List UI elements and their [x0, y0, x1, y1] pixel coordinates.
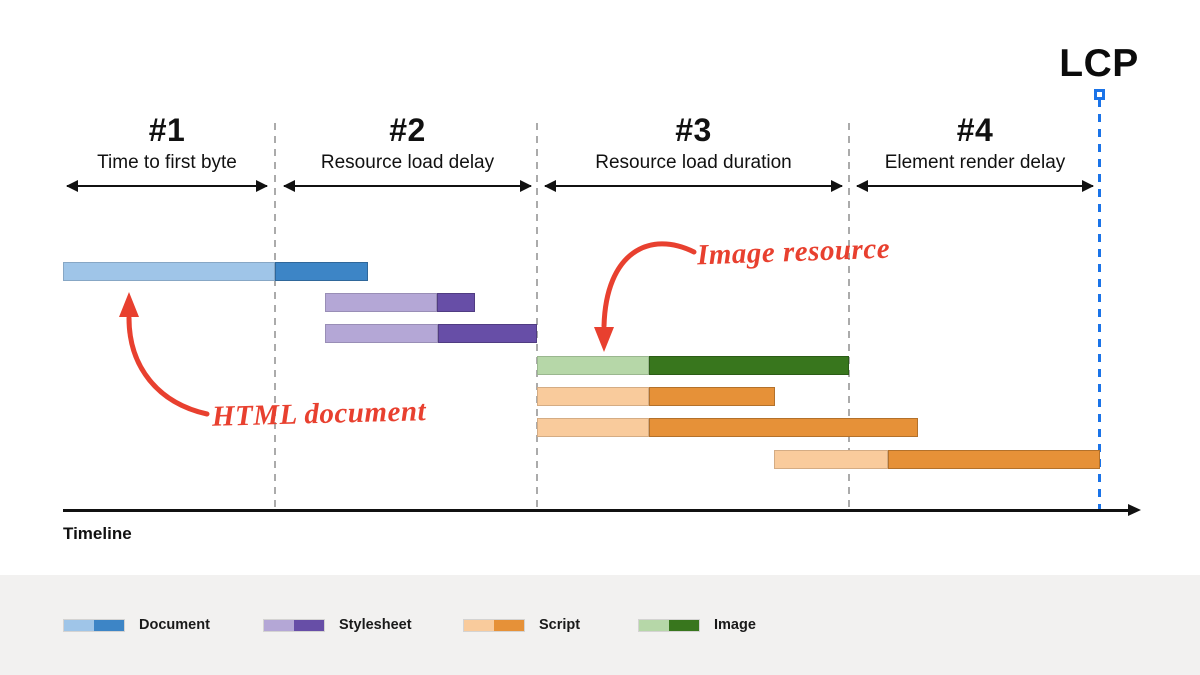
lcp-marker-icon	[1093, 89, 1105, 100]
legend-item-document: Document	[63, 617, 210, 633]
html-document-arrow	[126, 315, 210, 417]
script-bar-light-segment	[537, 418, 649, 437]
script-bar-dark-segment	[649, 387, 775, 406]
timeline-axis	[63, 509, 1130, 512]
stylesheet-bar-dark-segment	[437, 293, 475, 312]
phase-section-2: #2 Resource load delay	[283, 112, 532, 192]
legend-footer-band	[0, 575, 1200, 675]
stylesheet-swatch-light	[264, 619, 294, 631]
phase-label: Resource load delay	[320, 152, 495, 173]
phase-number: #4	[956, 112, 994, 148]
html-document-arrowhead-icon	[119, 292, 139, 317]
image-swatch-light	[639, 619, 669, 631]
image-resource-arrow	[601, 241, 697, 329]
phase-label: Element render delay	[884, 152, 1066, 173]
lcp-title: LCP	[1059, 42, 1139, 85]
document-bar-light-segment	[63, 262, 275, 281]
phase-number: #1	[148, 112, 186, 148]
image-swatch-dark	[669, 619, 699, 631]
phase-extent-arrow-icon	[856, 180, 1094, 192]
image-resource-arrowhead-icon	[594, 327, 614, 352]
image-resource-annotation: Image resource	[696, 232, 891, 272]
phase-section-3: #3 Resource load duration	[544, 112, 843, 192]
timeline-axis-label: Timeline	[63, 524, 132, 543]
script-swatch-dark	[494, 619, 524, 631]
legend-item-image: Image	[638, 617, 756, 633]
lcp-dashed-line	[1097, 99, 1101, 511]
legend-label: Document	[139, 617, 210, 633]
phase-label: Resource load duration	[595, 152, 792, 173]
stylesheet-swatch-icon	[263, 618, 325, 632]
document-swatch-light	[64, 619, 94, 631]
script-bar-dark-segment	[888, 450, 1100, 469]
script-swatch-icon	[463, 618, 525, 632]
document-bar-dark-segment	[275, 262, 368, 281]
stylesheet-swatch-dark	[294, 619, 324, 631]
phase-number: #3	[675, 112, 712, 148]
phase-divider-dashed-line-2	[536, 123, 538, 511]
phase-label: Time to first byte	[97, 152, 237, 173]
html-document-annotation: HTML document	[211, 395, 427, 433]
document-swatch-icon	[63, 618, 125, 632]
script-bar-dark-segment	[649, 418, 918, 437]
phase-section-1: #1 Time to first byte	[66, 112, 268, 192]
phase-extent-arrow-icon	[66, 180, 268, 192]
phase-divider-dashed-line-1	[274, 123, 276, 511]
legend-item-stylesheet: Stylesheet	[263, 617, 412, 633]
phase-extent-arrow-icon	[544, 180, 843, 192]
timeline-axis-arrow-icon	[1128, 504, 1141, 516]
stylesheet-bar-light-segment	[325, 293, 437, 312]
image-bar-dark-segment	[649, 356, 849, 375]
script-swatch-light	[464, 619, 494, 631]
image-bar-light-segment	[537, 356, 649, 375]
legend-label: Image	[714, 617, 756, 633]
legend-item-script: Script	[463, 617, 580, 633]
phase-number: #2	[389, 112, 426, 148]
phase-divider-dashed-line-3	[848, 123, 850, 511]
legend-label: Script	[539, 617, 581, 633]
phase-section-4: #4 Element render delay	[856, 112, 1094, 192]
stylesheet-bar-light-segment	[325, 324, 438, 343]
script-bar-light-segment	[537, 387, 649, 406]
document-swatch-dark	[94, 619, 124, 631]
phase-extent-arrow-icon	[283, 180, 532, 192]
script-bar-light-segment	[774, 450, 888, 469]
stylesheet-bar-dark-segment	[438, 324, 537, 343]
legend-label: Stylesheet	[339, 617, 412, 633]
image-swatch-icon	[638, 618, 700, 632]
